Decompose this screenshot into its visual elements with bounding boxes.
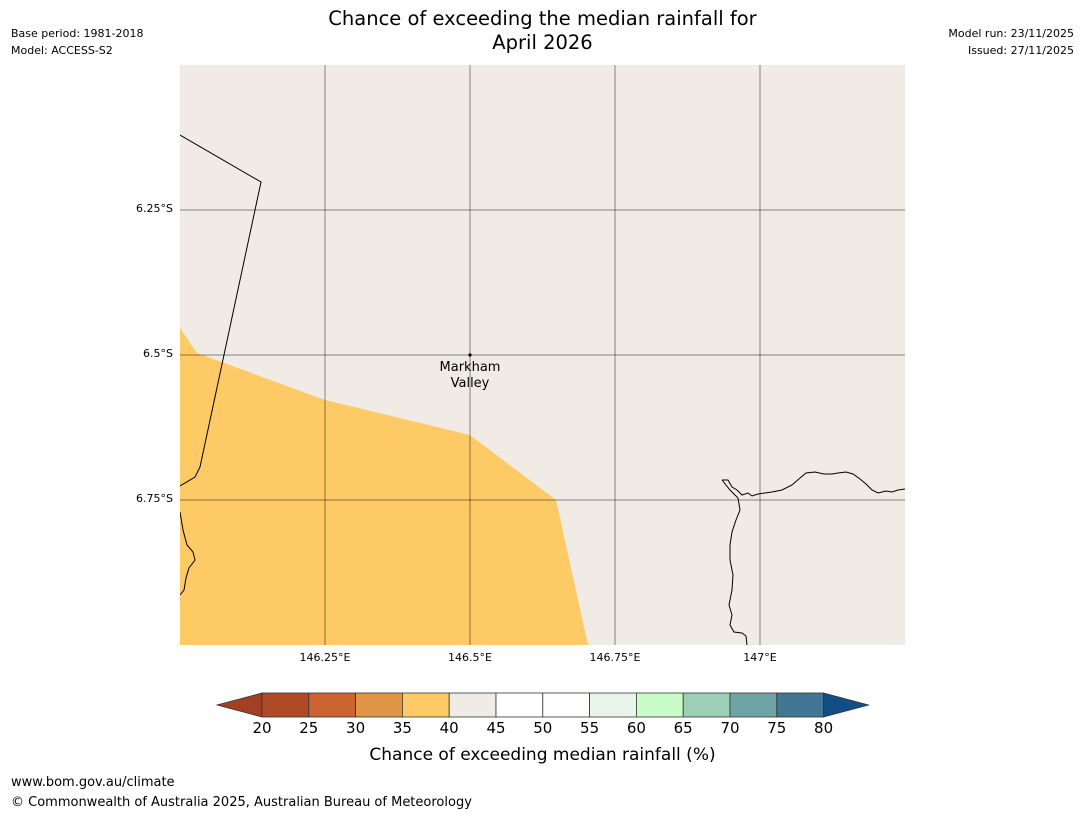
lon-tick-label: 147°E — [743, 651, 777, 664]
colorbar-swatch — [729, 692, 778, 718]
colorbar-swatch — [589, 692, 637, 718]
footer-copyright: © Commonwealth of Australia 2025, Austra… — [11, 795, 472, 810]
colorbar-tick-label: 35 — [392, 719, 412, 737]
colorbar-tick-label: 65 — [673, 719, 693, 737]
lat-tick-label: 6.75°S — [136, 492, 173, 505]
lon-tick-label: 146.5°E — [448, 651, 492, 664]
colorbar-swatch — [448, 692, 497, 718]
chart-title: Chance of exceeding the median rainfall … — [0, 7, 1085, 55]
colorbar — [215, 692, 871, 718]
colorbar-swatch — [495, 692, 544, 718]
lon-tick-label: 146.75°E — [589, 651, 641, 664]
river-line — [721, 479, 748, 645]
colorbar-tick-label: 75 — [767, 719, 787, 737]
region-35-40 — [180, 328, 588, 645]
issued-text: Issued: 27/11/2025 — [967, 44, 1074, 57]
colorbar-tick-label: 50 — [533, 719, 553, 737]
graticule — [180, 65, 905, 645]
colorbar-tick-label: 30 — [346, 719, 366, 737]
model-text: Model: ACCESS-S2 — [11, 44, 113, 57]
colorbar-extend-low — [215, 692, 263, 718]
colorbar-title: Chance of exceeding median rainfall (%) — [369, 745, 716, 765]
colorbar-tick-label: 25 — [299, 719, 319, 737]
meta-left: Base period: 1981-2018 Model: ACCESS-S2 — [11, 25, 143, 59]
lon-tick-label: 146.25°E — [299, 651, 351, 664]
colorbar-swatch — [776, 692, 824, 718]
model-run-text: Model run: 23/11/2025 — [948, 27, 1074, 40]
colorbar-tick-label: 20 — [252, 719, 272, 737]
colorbar-swatch — [355, 692, 403, 718]
title-line-1: Chance of exceeding the median rainfall … — [328, 7, 757, 30]
colorbar-tick-label: 60 — [626, 719, 646, 737]
place-name-line-1: Markham — [439, 360, 501, 375]
lat-tick-label: 6.5°S — [143, 347, 173, 360]
colorbar-swatch — [682, 692, 731, 718]
colorbar-swatch — [636, 692, 684, 718]
place-name-line-2: Valley — [450, 376, 490, 391]
colorbar-tick-label: 45 — [486, 719, 506, 737]
place-label: Markham Valley — [420, 360, 520, 392]
colorbar-extend-high — [823, 692, 871, 718]
colorbar-swatch — [401, 692, 450, 718]
meta-right: Model run: 23/11/2025 Issued: 27/11/2025 — [948, 25, 1074, 59]
place-marker — [468, 353, 472, 357]
coastline-west — [180, 511, 196, 596]
province-border — [180, 134, 262, 487]
colorbar-tick-label: 80 — [814, 719, 834, 737]
coastline-east — [722, 471, 905, 497]
colorbar-tick-label: 55 — [580, 719, 600, 737]
base-period-text: Base period: 1981-2018 — [11, 27, 144, 40]
colorbar-tick-label: 70 — [720, 719, 740, 737]
colorbar-tick-label: 40 — [439, 719, 459, 737]
colorbar-swatch — [308, 692, 356, 718]
title-line-2: April 2026 — [492, 31, 593, 54]
colorbar-swatch — [261, 692, 310, 718]
lat-tick-label: 6.25°S — [136, 202, 173, 215]
colorbar-swatch — [542, 692, 590, 718]
footer-url: www.bom.gov.au/climate — [11, 775, 175, 790]
